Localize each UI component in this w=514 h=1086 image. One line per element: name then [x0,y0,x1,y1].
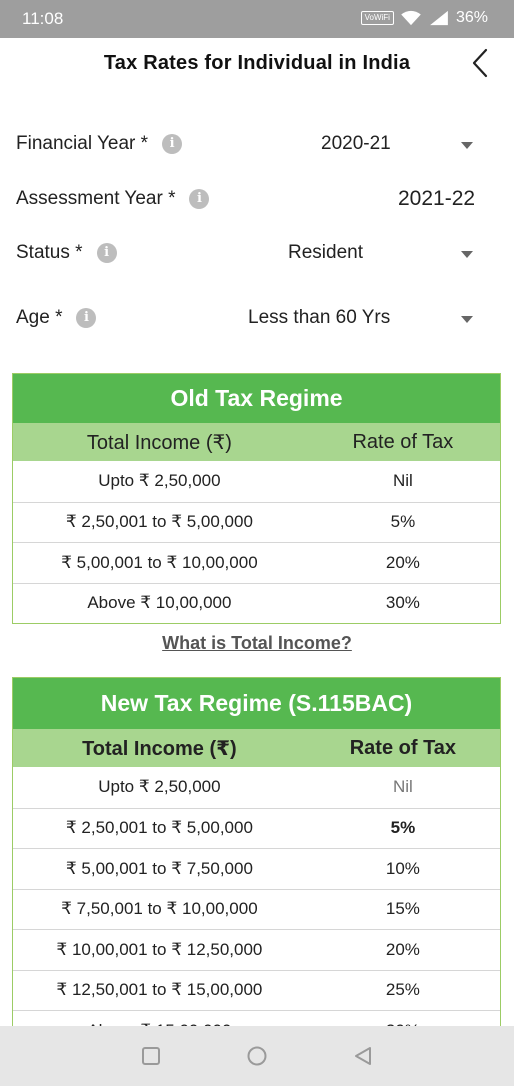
old-regime-title: Old Tax Regime [13,374,500,423]
income-cell: ₹ 10,00,001 to ₹ 12,50,000 [56,939,263,959]
info-icon[interactable]: i [76,308,97,328]
table-row: Upto ₹ 2,50,000 Nil [13,767,500,808]
signal-icon [430,10,448,26]
age-label: Age * i [16,307,97,329]
old-regime-table: Old Tax Regime Total Income (₹) Rate of … [12,373,501,624]
income-cell: ₹ 2,50,001 to ₹ 5,00,000 [65,818,253,838]
new-regime-header-row: Total Income (₹) Rate of Tax [13,729,500,767]
assessment-year-row: Assessment Year * i 2021-22 [0,180,514,220]
dropdown-arrow-icon[interactable] [461,142,473,149]
status-select[interactable]: Resident [288,242,363,263]
chevron-left-icon[interactable] [466,47,498,79]
financial-year-label-text: Financial Year * [16,133,149,154]
home-circle-icon[interactable] [246,1045,268,1067]
dropdown-arrow-icon[interactable] [461,251,473,258]
old-regime-col-income: Total Income (₹) [86,431,232,454]
info-icon[interactable]: i [162,134,183,154]
status-indicators: VoWiFi 36% [360,9,488,27]
age-label-text: Age * [16,307,63,328]
new-regime-table: New Tax Regime (S.115BAC) Total Income (… [12,677,501,1052]
income-cell: Upto ₹ 2,50,000 [98,777,221,797]
age-select[interactable]: Less than 60 Yrs [248,307,391,328]
status-bar: 11:08 VoWiFi 36% [0,0,514,38]
recents-square-icon[interactable] [140,1045,162,1067]
rate-cell: Nil [392,777,413,797]
table-row: Above ₹ 10,00,000 30% [13,582,500,624]
assessment-year-value: 2021-22 [398,187,476,210]
income-cell: ₹ 7,50,001 to ₹ 10,00,000 [61,899,258,919]
new-regime-col-income: Total Income (₹) [82,737,237,760]
vowifi-badge: VoWiFi [360,11,394,25]
system-nav-bar [0,1026,514,1086]
new-regime-title: New Tax Regime (S.115BAC) [13,678,500,729]
income-cell: ₹ 5,00,001 to ₹ 7,50,000 [65,858,253,878]
rate-cell: Nil [392,471,413,491]
info-icon[interactable]: i [189,189,210,209]
new-regime-col-rate: Rate of Tax [349,736,457,759]
app-header: Tax Rates for Individual in India [0,38,514,90]
info-icon[interactable]: i [96,243,117,263]
rate-cell: 20% [385,552,420,572]
rate-cell: 5% [390,818,416,838]
income-cell: Upto ₹ 2,50,000 [98,471,221,491]
table-row: ₹ 2,50,001 to ₹ 5,00,000 5% [13,807,500,849]
assessment-year-label-text: Assessment Year * [16,188,176,209]
rate-cell: 10% [385,858,420,878]
financial-year-row[interactable]: Financial Year * i 2020-21 [0,125,514,165]
table-row: ₹ 5,00,001 to ₹ 10,00,000 20% [13,542,500,583]
income-cell: ₹ 12,50,001 to ₹ 15,00,000 [56,980,263,1000]
status-label-text: Status * [16,242,83,263]
status-row[interactable]: Status * i Resident [0,234,514,274]
table-row: ₹ 12,50,001 to ₹ 15,00,000 25% [13,969,500,1011]
rate-cell: 25% [385,980,420,1000]
rate-cell: 20% [385,939,420,959]
financial-year-label: Financial Year * i [16,133,183,155]
back-triangle-icon[interactable] [352,1045,374,1067]
what-is-total-income-link[interactable]: What is Total Income? [162,633,352,653]
income-cell: ₹ 5,00,001 to ₹ 10,00,000 [61,552,258,572]
old-regime-header-row: Total Income (₹) Rate of Tax [13,423,500,461]
dropdown-arrow-icon[interactable] [461,316,473,323]
status-time: 11:08 [22,9,64,28]
wifi-icon [401,10,421,26]
old-regime-col-rate: Rate of Tax [352,430,454,453]
table-row: ₹ 2,50,001 to ₹ 5,00,000 5% [13,501,500,543]
table-row: Upto ₹ 2,50,000 Nil [13,461,500,502]
income-cell: ₹ 2,50,001 to ₹ 5,00,000 [65,512,253,532]
page-title: Tax Rates for Individual in India [103,52,411,74]
status-label: Status * i [16,242,117,264]
table-row: ₹ 5,00,001 to ₹ 7,50,000 10% [13,848,500,889]
rate-cell: 5% [390,512,416,532]
income-cell: Above ₹ 10,00,000 [87,593,232,613]
battery-percent: 36% [455,9,488,26]
rate-cell: 15% [385,899,420,919]
assessment-year-label: Assessment Year * i [16,188,210,210]
age-row[interactable]: Age * i Less than 60 Yrs [0,299,514,339]
financial-year-select[interactable]: 2020-21 [321,133,391,154]
table-row: ₹ 10,00,001 to ₹ 12,50,000 20% [13,929,500,970]
table-row: ₹ 7,50,001 to ₹ 10,00,000 15% [13,888,500,930]
rate-cell: 30% [385,593,420,613]
